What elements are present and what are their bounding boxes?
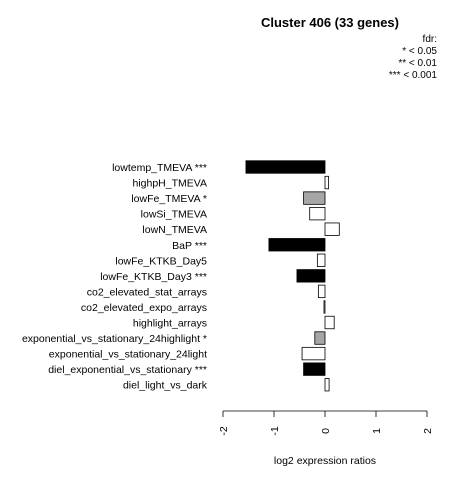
x-tick-label: 0 bbox=[320, 428, 332, 434]
bar bbox=[296, 269, 326, 283]
legend-entry: * < 0.05 bbox=[402, 46, 437, 57]
category-label: lowtemp_TMEVA *** bbox=[112, 162, 207, 174]
category-label: lowFe_KTKB_Day5 bbox=[115, 255, 207, 267]
x-axis: -2 -1 0 1 2 bbox=[218, 410, 434, 436]
bar bbox=[303, 362, 326, 376]
bar bbox=[324, 175, 329, 190]
bar bbox=[245, 160, 326, 174]
bar bbox=[309, 206, 326, 221]
legend-entry: *** < 0.001 bbox=[389, 70, 438, 81]
bar bbox=[316, 253, 326, 267]
bar bbox=[301, 346, 326, 361]
category-labels: lowtemp_TMEVA *** highpH_TMEVA lowFe_TMEVA… bbox=[22, 162, 208, 392]
chart-title: Cluster 406 (33 genes) bbox=[261, 15, 399, 30]
bars bbox=[245, 160, 340, 392]
bar bbox=[324, 378, 330, 392]
bar bbox=[323, 300, 326, 314]
bar bbox=[317, 284, 326, 299]
category-label: lowFe_KTKB_Day3 *** bbox=[100, 271, 207, 283]
category-label: exponential_vs_stationary_24highlight * bbox=[22, 333, 207, 345]
category-label: BaP *** bbox=[172, 240, 207, 252]
legend-entry: ** < 0.01 bbox=[398, 58, 437, 69]
category-label: lowN_TMEVA bbox=[142, 224, 207, 236]
category-label: co2_elevated_stat_arrays bbox=[87, 286, 207, 298]
bar bbox=[303, 191, 326, 205]
category-label: co2_elevated_expo_arrays bbox=[81, 302, 207, 314]
category-label: highlight_arrays bbox=[133, 318, 207, 330]
category-label: exponential_vs_stationary_24light bbox=[49, 349, 207, 361]
bar bbox=[268, 238, 326, 252]
bar bbox=[324, 315, 335, 330]
bar bbox=[314, 331, 326, 345]
category-label: lowFe_TMEVA * bbox=[131, 193, 207, 205]
bar bbox=[324, 222, 340, 236]
x-tick-label: -1 bbox=[269, 426, 281, 435]
x-tick-label: -2 bbox=[218, 426, 230, 435]
category-label: diel_exponential_vs_stationary *** bbox=[48, 364, 207, 376]
category-label: diel_light_vs_dark bbox=[123, 380, 208, 392]
x-tick-label: 1 bbox=[371, 428, 383, 434]
legend-title: fdr: bbox=[423, 34, 437, 45]
x-tick-label: 2 bbox=[422, 428, 434, 434]
x-axis-label: log2 expression ratios bbox=[274, 455, 376, 467]
category-label: highpH_TMEVA bbox=[132, 178, 207, 190]
legend: fdr: * < 0.05 ** < 0.01 *** < 0.001 bbox=[389, 34, 438, 81]
category-label: lowSi_TMEVA bbox=[141, 209, 207, 221]
